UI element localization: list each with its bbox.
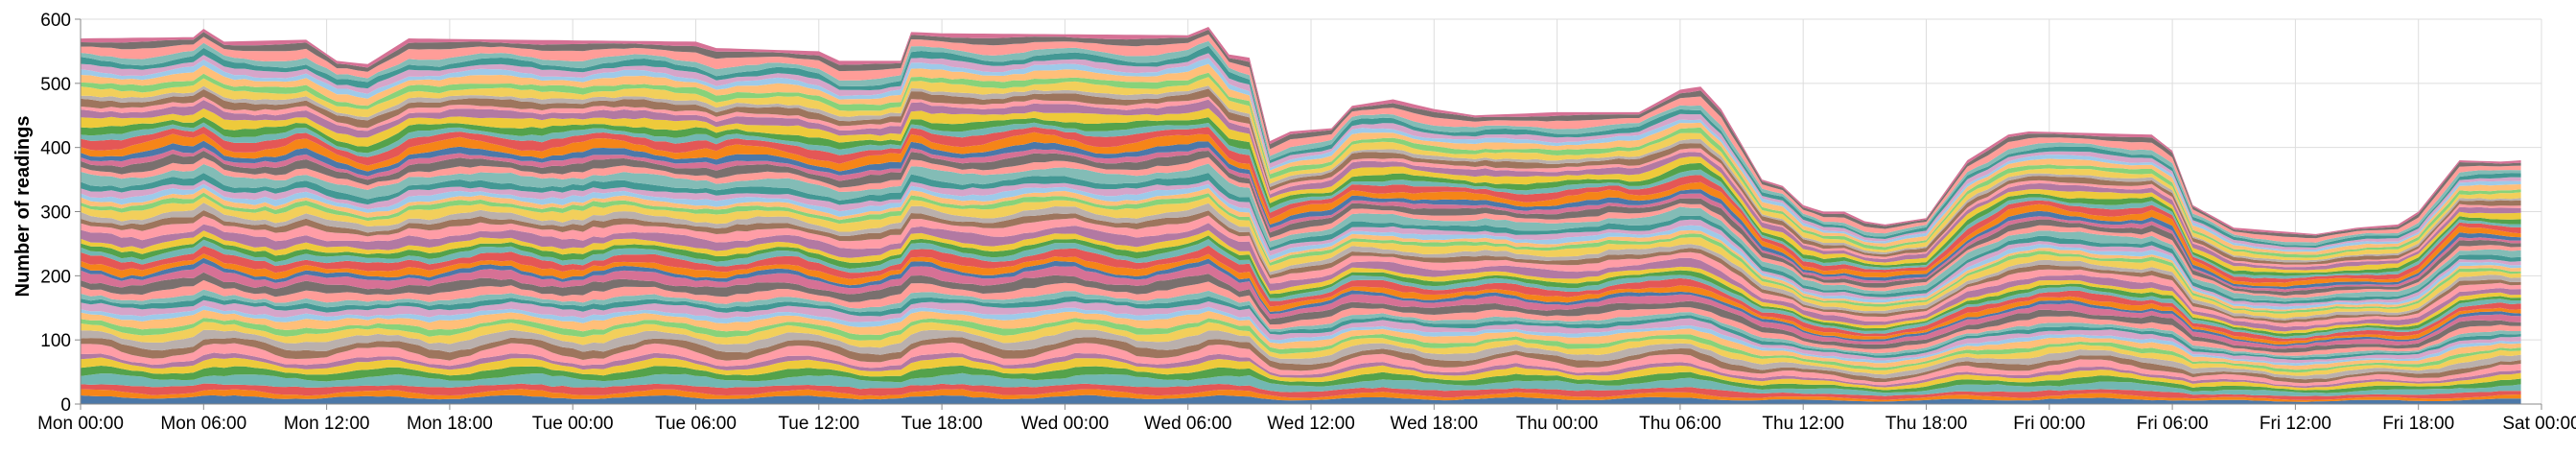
area-series-3 (81, 383, 2521, 400)
area-series-40 (81, 147, 2521, 293)
area-series-10 (81, 329, 2521, 380)
x-tick-label: Fri 06:00 (2137, 414, 2209, 434)
area-series-59 (81, 29, 2521, 239)
x-tick-label: Sat 00:00 (2502, 414, 2576, 434)
area-series-32 (81, 192, 2521, 314)
y-tick-label: 400 (40, 139, 71, 159)
area-series-34 (81, 183, 2521, 310)
y-tick-label: 300 (40, 203, 71, 224)
area-series-42 (81, 131, 2521, 287)
x-tick-label: Wed 00:00 (1021, 414, 1110, 434)
area-series-4 (81, 372, 2521, 396)
area-series-50 (81, 85, 2521, 263)
x-tick-label: Tue 06:00 (655, 414, 737, 434)
x-tick-label: Wed 06:00 (1144, 414, 1232, 434)
x-tick-label: Thu 06:00 (1639, 414, 1721, 434)
axes: 0 100 200 300 400 500 600 Mon 00:00 Mon 06:00 Mon… (37, 11, 2576, 434)
x-tick-label: Mon 00:00 (37, 414, 124, 434)
area-series-35 (81, 179, 2521, 307)
area-series-6 (81, 357, 2521, 391)
area-series-22 (81, 253, 2521, 345)
x-tick-label: Thu 00:00 (1516, 414, 1599, 434)
x-tick-label: Fri 12:00 (2260, 414, 2331, 434)
x-tick-label: Thu 18:00 (1885, 414, 1968, 434)
area-series-20 (81, 263, 2521, 349)
y-tick-label: 600 (40, 11, 71, 31)
y-tick-label: 500 (40, 75, 71, 95)
area-series-58 (81, 34, 2521, 243)
y-tick-label: 0 (60, 395, 71, 416)
area-series-38 (81, 156, 2521, 298)
y-tick-label: 100 (40, 331, 71, 351)
y-tick-label: 200 (40, 267, 71, 287)
area-series-5 (81, 365, 2521, 393)
area-series-2 (81, 389, 2521, 402)
area-series-19 (81, 272, 2521, 353)
x-tick-label: Mon 06:00 (160, 414, 246, 434)
area-series-47 (81, 99, 2521, 271)
area-series-44 (81, 122, 2521, 279)
x-tick-label: Thu 12:00 (1762, 414, 1844, 434)
area-series-36 (81, 173, 2521, 304)
area-series-48 (81, 96, 2521, 268)
stacked-areas (81, 27, 2521, 404)
area-series-37 (81, 163, 2521, 302)
area-series-9 (81, 337, 2521, 384)
area-series-28 (81, 215, 2521, 327)
area-series-45 (81, 116, 2521, 276)
x-tick-label: Tue 12:00 (778, 414, 859, 434)
area-series-29 (81, 210, 2521, 323)
x-tick-label: Tue 00:00 (532, 414, 614, 434)
area-series-41 (81, 140, 2521, 290)
x-tick-label: Wed 12:00 (1267, 414, 1355, 434)
x-tick-label: Mon 18:00 (407, 414, 493, 434)
area-series-1 (81, 394, 2521, 404)
x-tick-label: Fri 00:00 (2013, 414, 2085, 434)
y-axis-title: Number of readings (12, 116, 34, 298)
area-series-60 (81, 27, 2521, 236)
area-series-49 (81, 88, 2521, 265)
x-tick-label: Tue 18:00 (902, 414, 983, 434)
area-series-39 (81, 151, 2521, 297)
area-series-46 (81, 107, 2521, 274)
area-series-18 (81, 279, 2521, 356)
area-series-7 (81, 352, 2521, 389)
area-series-11 (81, 322, 2521, 376)
area-series-43 (81, 126, 2521, 283)
x-tick-label: Mon 12:00 (284, 414, 370, 434)
area-series-31 (81, 196, 2521, 319)
x-tick-label: Fri 18:00 (2382, 414, 2454, 434)
x-tick-label: Wed 18:00 (1391, 414, 1479, 434)
area-series-8 (81, 342, 2521, 387)
